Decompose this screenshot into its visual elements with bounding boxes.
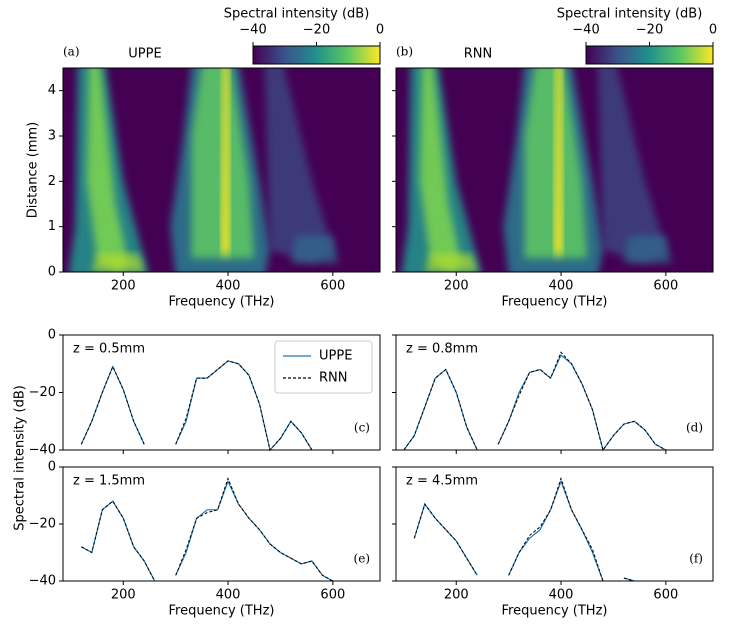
panel-label: (a) [63, 45, 80, 59]
heatmap-band [554, 68, 563, 259]
series-line [81, 476, 334, 582]
annotation: z = 0.8mm [406, 342, 478, 357]
y-tick-label: −20 [29, 517, 56, 532]
plot-frame [395, 67, 714, 273]
colorbar-tick-label: −20 [636, 23, 663, 38]
heatmap [396, 68, 713, 272]
y-tick-label: 1 [48, 219, 56, 234]
colorbar-tick-label: 0 [709, 23, 717, 38]
heatmap-band [623, 235, 672, 263]
heatmap-band [86, 68, 129, 272]
series-line [413, 476, 635, 582]
colorbar-tick-label: 0 [376, 23, 384, 38]
y-tick-label: 4 [48, 83, 56, 98]
annotation: z = 4.5mm [406, 474, 478, 489]
legend-box [274, 340, 373, 394]
x-tick-label: 200 [444, 588, 469, 603]
plot-area [396, 467, 713, 581]
annotation: z = 0.5mm [73, 342, 145, 357]
panel-label: (c) [354, 421, 370, 435]
x-tick-label: 600 [320, 588, 345, 603]
panel-label: (e) [354, 552, 370, 566]
y-tick-label: 0 [48, 265, 56, 280]
plot-area [396, 335, 713, 450]
legend-label: RNN [319, 371, 347, 386]
colorbar-tick-label: −40 [239, 23, 266, 38]
x-tick-label: 600 [320, 279, 345, 294]
colorbar [252, 45, 381, 65]
y-tick-label: −40 [29, 574, 56, 589]
series-line [403, 351, 667, 452]
y-axis-label: Spectral intensity (dB) [13, 385, 28, 531]
panel-title: RNN [464, 47, 492, 62]
panel-title: UPPE [128, 47, 161, 62]
heatmap-band [290, 235, 339, 263]
x-tick-label: 600 [653, 279, 678, 294]
plot-frame [62, 67, 381, 273]
heatmap-band [424, 253, 478, 272]
panel-label: (d) [686, 421, 703, 435]
x-tick-label: 600 [653, 588, 678, 603]
y-tick-label: 2 [48, 174, 56, 189]
heatmap-band [264, 68, 333, 263]
heatmap-band [91, 253, 145, 272]
y-tick-label: 0 [48, 460, 56, 475]
y-axis-label: Distance (mm) [26, 122, 41, 218]
heatmap-band [419, 68, 462, 272]
heatmap-band [221, 68, 230, 259]
series-line [81, 479, 334, 582]
legend-label: UPPE [319, 349, 352, 364]
x-tick-label: 400 [549, 588, 574, 603]
x-axis-label: Frequency (THz) [502, 295, 608, 310]
x-tick-label: 400 [216, 588, 241, 603]
x-tick-label: 400 [549, 279, 574, 294]
panel-label: (f) [689, 552, 703, 566]
y-tick-label: −40 [29, 443, 56, 458]
heatmap-band [597, 68, 666, 263]
colorbar-tick-label: −20 [303, 23, 330, 38]
x-tick-label: 200 [111, 588, 136, 603]
panel-label: (b) [396, 45, 413, 59]
heatmap [63, 68, 380, 272]
x-axis-label: Frequency (THz) [502, 604, 608, 619]
plot-area [63, 467, 380, 581]
y-tick-label: 0 [48, 328, 56, 343]
colorbar-label: Spectral intensity (dB) [557, 7, 703, 22]
x-tick-label: 200 [111, 279, 136, 294]
x-tick-label: 400 [216, 279, 241, 294]
colorbar [585, 45, 714, 65]
y-tick-label: 3 [48, 129, 56, 144]
y-tick-label: −20 [29, 385, 56, 400]
colorbar-label: Spectral intensity (dB) [224, 7, 370, 22]
x-axis-label: Frequency (THz) [169, 295, 275, 310]
series-line [80, 360, 313, 452]
x-tick-label: 200 [444, 279, 469, 294]
annotation: z = 1.5mm [73, 474, 145, 489]
colorbar-tick-label: −40 [572, 23, 599, 38]
x-axis-label: Frequency (THz) [169, 604, 275, 619]
